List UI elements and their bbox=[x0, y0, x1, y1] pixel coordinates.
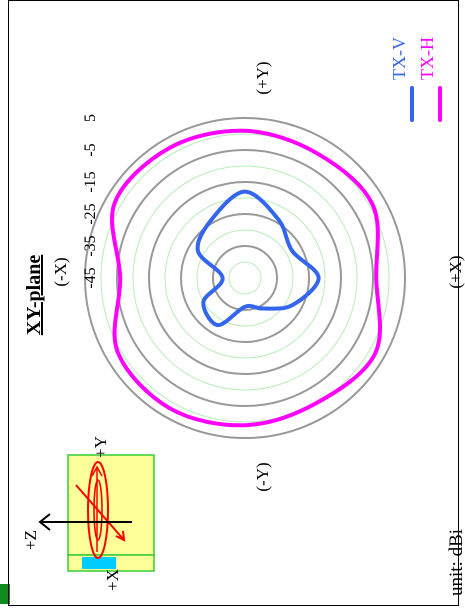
x-axis-label: +X bbox=[103, 569, 122, 591]
series-line-tx-h bbox=[110, 128, 382, 428]
grid-ring-minor bbox=[132, 165, 358, 391]
radial-tick-label: -5 bbox=[82, 143, 99, 156]
polar-grid bbox=[84, 117, 406, 439]
orientation-inset: +Z +Y +X bbox=[21, 436, 155, 591]
legend-label-tx-v: TX-V bbox=[389, 37, 409, 80]
grid-ring-minor bbox=[100, 133, 390, 423]
inset-board bbox=[67, 454, 155, 556]
inset-ellipse-outer bbox=[87, 461, 109, 559]
direction-label-bottom: (-Y) bbox=[253, 462, 272, 491]
grid-ring-minor bbox=[164, 197, 326, 359]
radial-tick-label: -15 bbox=[82, 171, 99, 192]
grid-ring-major bbox=[84, 117, 406, 439]
radial-tick-labels: 5 -5 -15 -25 -35 -45 bbox=[82, 114, 99, 289]
inset-diagonal-arrowhead bbox=[115, 530, 126, 542]
grid-ring-minor bbox=[228, 261, 262, 295]
series-line-tx-v bbox=[195, 189, 321, 328]
inset-vertical-arrowhead bbox=[91, 465, 103, 477]
z-axis-label: +Z bbox=[21, 530, 40, 550]
inset-ellipse-inner bbox=[93, 479, 103, 541]
direction-label-right: (-X) bbox=[51, 257, 70, 286]
grid-ring-major bbox=[148, 181, 342, 375]
direction-label-left: (+X) bbox=[446, 255, 465, 288]
direction-label-top: (+Y) bbox=[253, 61, 272, 94]
legend-label-tx-h: TX-H bbox=[417, 37, 437, 80]
legend: TX-H TX-V bbox=[389, 37, 442, 122]
inset-diagonal bbox=[75, 484, 125, 541]
green-edge-tab bbox=[0, 584, 10, 604]
chart-frame bbox=[8, 0, 459, 606]
y-axis-label: +Y bbox=[91, 436, 110, 458]
unit-label: unit: dBi bbox=[446, 529, 465, 596]
radial-tick-label: -25 bbox=[82, 203, 99, 224]
inset-marker bbox=[82, 557, 116, 569]
grid-ring-major bbox=[180, 213, 310, 343]
grid-ring-major bbox=[116, 149, 374, 407]
radial-tick-label: -45 bbox=[82, 267, 99, 288]
chart-title: XY-plane bbox=[23, 255, 45, 336]
radial-tick-label: 5 bbox=[82, 114, 99, 122]
series-traces bbox=[110, 128, 382, 428]
grid-ring-major bbox=[212, 245, 278, 311]
radial-tick-label: -35 bbox=[82, 235, 99, 256]
grid-ring-minor bbox=[196, 229, 294, 327]
z-axis-arrowhead bbox=[38, 513, 51, 531]
